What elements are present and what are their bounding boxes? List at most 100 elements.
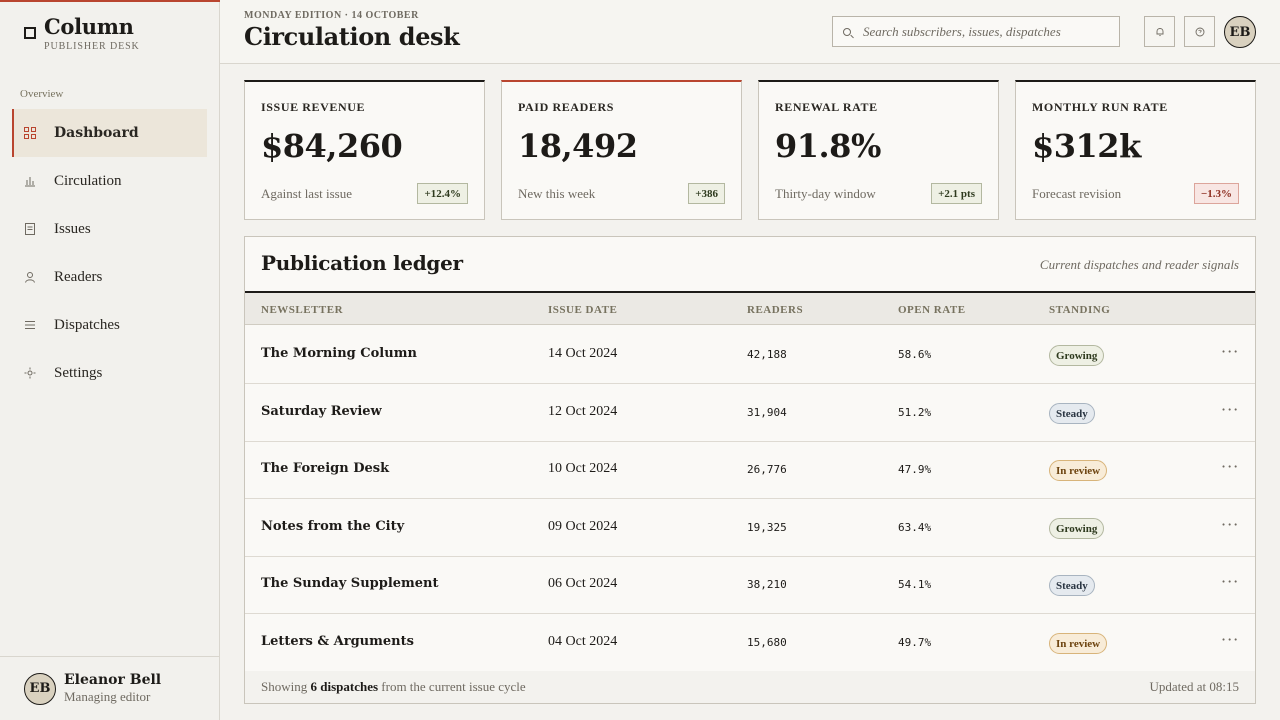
sidebar: Column PUBLISHER DESK Overview Dashboard…: [0, 0, 220, 720]
more-actions-icon[interactable]: ···: [1221, 515, 1240, 534]
open-rate: 47.9%: [898, 463, 932, 476]
notifications-button[interactable]: [1144, 16, 1175, 47]
kpi-card-renewal-rate[interactable]: RENEWAL RATE 91.8% Thirty-day window +2.…: [758, 80, 999, 220]
page-title: Circulation desk: [244, 22, 460, 51]
help-icon: [1195, 27, 1204, 36]
help-button[interactable]: [1184, 16, 1215, 47]
kpi-delta-badge: +2.1 pts: [931, 183, 982, 204]
issue-date: 12 Oct 2024: [548, 404, 618, 419]
ledger-subtitle: Current dispatches and reader signals: [1039, 257, 1239, 272]
more-actions-icon[interactable]: ···: [1221, 342, 1240, 361]
table-row[interactable]: Letters & Arguments 04 Oct 2024 15,680 4…: [245, 614, 1255, 672]
header-avatar[interactable]: EB: [1224, 16, 1256, 48]
kpi-value: $312k: [1032, 127, 1141, 165]
sidebar-item-label: Circulation: [54, 172, 122, 189]
kpi-caption: Forecast revision: [1032, 186, 1122, 201]
sidebar-item-dispatches[interactable]: Dispatches: [12, 301, 207, 349]
readers-count: 15,680: [747, 636, 787, 649]
kpi-card-monthly-run-rate[interactable]: MONTHLY RUN RATE $312k Forecast revision…: [1015, 80, 1256, 220]
search-input[interactable]: [863, 23, 1113, 40]
open-rate: 54.1%: [898, 578, 932, 591]
sidebar-item-readers[interactable]: Readers: [12, 253, 207, 301]
edition-label: MONDAY EDITION · 14 OCTOBER: [244, 10, 419, 21]
column-header-standing[interactable]: STANDING: [1049, 304, 1111, 316]
bar-chart-icon: [24, 175, 36, 187]
kpi-caption: Against last issue: [261, 186, 352, 201]
sidebar-item-dashboard[interactable]: Dashboard: [12, 109, 207, 157]
table-row[interactable]: The Morning Column 14 Oct 2024 42,188 58…: [245, 326, 1255, 384]
row-count-summary: Showing 6 dispatches from the current is…: [261, 679, 526, 694]
newsletter-name: Saturday Review: [261, 404, 382, 419]
kpi-delta-badge: +12.4%: [417, 183, 468, 204]
status-badge: Steady: [1049, 575, 1095, 596]
sidebar-item-issues[interactable]: Issues: [12, 205, 207, 253]
kpi-label: RENEWAL RATE: [775, 100, 878, 114]
issue-date: 06 Oct 2024: [548, 576, 618, 591]
kpi-value: $84,260: [261, 127, 403, 165]
more-actions-icon[interactable]: ···: [1221, 572, 1240, 591]
person-icon: [24, 271, 36, 283]
column-header-open-rate[interactable]: OPEN RATE: [898, 304, 966, 316]
kpi-cards: ISSUE REVENUE $84,260 Against last issue…: [244, 80, 1256, 220]
more-actions-icon[interactable]: ···: [1221, 457, 1240, 476]
sidebar-item-settings[interactable]: Settings: [12, 349, 207, 397]
issue-date: 09 Oct 2024: [548, 519, 618, 534]
open-rate: 58.6%: [898, 348, 932, 361]
readers-count: 42,188: [747, 348, 787, 361]
open-rate: 63.4%: [898, 521, 932, 534]
table-row[interactable]: Notes from the City 09 Oct 2024 19,325 6…: [245, 499, 1255, 557]
dispatch-count: 6 dispatches: [310, 679, 379, 694]
newsletter-name: Letters & Arguments: [261, 634, 414, 649]
page-header: MONDAY EDITION · 14 OCTOBER Circulation …: [220, 0, 1280, 64]
sidebar-item-label: Issues: [54, 220, 91, 237]
list-icon: [24, 319, 36, 331]
brand[interactable]: Column PUBLISHER DESK: [24, 14, 140, 52]
kpi-delta-badge: −1.3%: [1193, 183, 1239, 204]
kpi-value: 91.8%: [775, 127, 881, 165]
more-actions-icon[interactable]: ···: [1221, 400, 1240, 419]
readers-count: 19,325: [747, 521, 787, 534]
user-profile[interactable]: EB Eleanor Bell Managing editor: [0, 656, 219, 720]
kpi-delta-badge: +386: [688, 183, 725, 204]
readers-count: 38,210: [747, 578, 787, 591]
column-header-issue-date[interactable]: ISSUE DATE: [548, 304, 618, 316]
sidebar-nav: Dashboard Circulation Issues Readers Dis…: [12, 109, 207, 397]
kpi-label: PAID READERS: [518, 100, 614, 114]
issue-date: 10 Oct 2024: [548, 461, 618, 476]
updated-timestamp: Updated at 08:15: [1149, 679, 1239, 694]
open-rate: 51.2%: [898, 406, 932, 419]
newsletter-name: Notes from the City: [261, 519, 405, 534]
nav-section-label: Overview: [20, 88, 64, 100]
readers-count: 31,904: [747, 406, 787, 419]
more-actions-icon[interactable]: ···: [1221, 630, 1240, 649]
table-row[interactable]: The Foreign Desk 10 Oct 2024 26,776 47.9…: [245, 441, 1255, 499]
status-badge: Steady: [1049, 403, 1095, 424]
table-row[interactable]: Saturday Review 12 Oct 2024 31,904 51.2%…: [245, 384, 1255, 442]
brand-name: Column: [44, 14, 134, 39]
status-badge: In review: [1049, 633, 1108, 654]
kpi-card-paid-readers[interactable]: PAID READERS 18,492 New this week +386: [501, 80, 742, 220]
status-badge: Growing: [1049, 345, 1105, 366]
newsletter-name: The Foreign Desk: [261, 461, 390, 476]
newsletter-name: The Sunday Supplement: [261, 576, 439, 591]
issue-date: 04 Oct 2024: [548, 634, 618, 649]
table-header: NEWSLETTER ISSUE DATE READERS OPEN RATE …: [245, 291, 1255, 325]
user-role: Managing editor: [64, 689, 151, 704]
readers-count: 26,776: [747, 463, 787, 476]
user-name: Eleanor Bell: [64, 672, 162, 688]
issue-date: 14 Oct 2024: [548, 346, 618, 361]
logo-square-icon: [24, 27, 36, 39]
table-row[interactable]: The Sunday Supplement 06 Oct 2024 38,210…: [245, 556, 1255, 614]
kpi-caption: New this week: [518, 186, 596, 201]
column-header-readers[interactable]: READERS: [747, 304, 804, 316]
publication-ledger: Publication ledger Current dispatches an…: [244, 236, 1256, 704]
column-header-newsletter[interactable]: NEWSLETTER: [261, 304, 344, 316]
sidebar-item-label: Dashboard: [54, 125, 139, 141]
kpi-value: 18,492: [518, 127, 638, 165]
kpi-card-issue-revenue[interactable]: ISSUE REVENUE $84,260 Against last issue…: [244, 80, 485, 220]
search-box[interactable]: [832, 16, 1120, 47]
accent-rule: [0, 0, 220, 2]
sidebar-item-circulation[interactable]: Circulation: [12, 157, 207, 205]
ledger-footer: Showing 6 dispatches from the current is…: [245, 671, 1255, 703]
status-badge: Growing: [1049, 518, 1105, 539]
